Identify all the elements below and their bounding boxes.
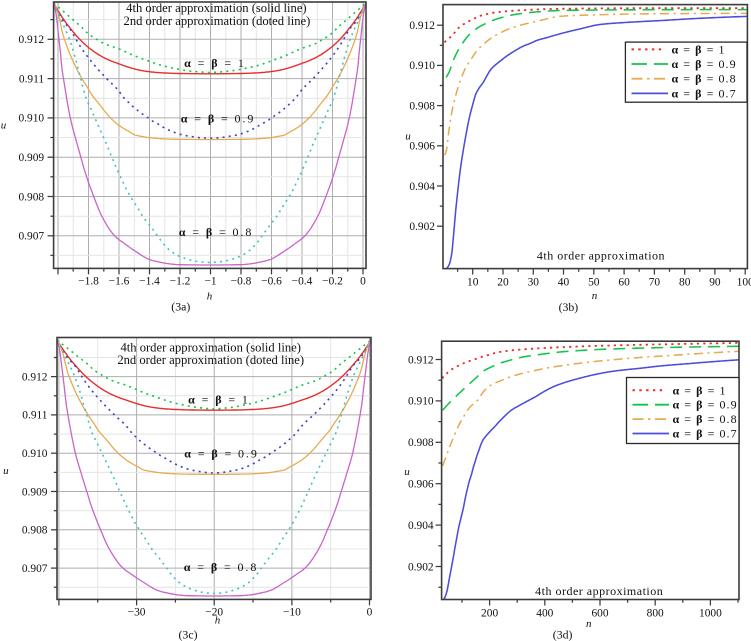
svg-text:u: u — [3, 465, 9, 477]
svg-text:α = β = 1: α = β = 1 — [672, 42, 726, 56]
svg-text:40: 40 — [558, 277, 570, 289]
svg-text:0.912: 0.912 — [22, 371, 48, 383]
svg-text:70: 70 — [649, 277, 661, 289]
svg-text:2nd order approximation (doted: 2nd order approximation (doted line) — [124, 14, 311, 28]
svg-text:0.909: 0.909 — [22, 486, 48, 498]
svg-text:α = β = 1: α = β = 1 — [188, 392, 250, 406]
svg-text:0.911: 0.911 — [19, 73, 45, 85]
svg-text:(3c): (3c) — [179, 627, 198, 641]
svg-text:2nd order approximation (doted: 2nd order approximation (doted line) — [117, 353, 304, 367]
svg-text:(3a): (3a) — [171, 299, 190, 313]
svg-text:0.911: 0.911 — [22, 410, 48, 422]
svg-text:4th order approximation (solid: 4th order approximation (solid line) — [120, 341, 300, 355]
svg-text:4th order approximation: 4th order approximation — [537, 249, 665, 263]
svg-text:−1.6: −1.6 — [109, 276, 130, 288]
svg-text:4th order approximation: 4th order approximation — [535, 584, 663, 598]
svg-text:30: 30 — [528, 277, 540, 289]
svg-text:0: 0 — [360, 276, 366, 288]
svg-text:α = β = 0.8: α = β = 0.8 — [672, 72, 737, 86]
svg-text:−1.2: −1.2 — [170, 276, 191, 288]
svg-text:600: 600 — [591, 608, 608, 620]
svg-text:0.906: 0.906 — [409, 141, 435, 153]
svg-text:h: h — [207, 290, 213, 302]
svg-text:90: 90 — [709, 277, 721, 289]
svg-text:0.908: 0.908 — [22, 525, 48, 537]
svg-text:100: 100 — [737, 277, 751, 289]
svg-text:10: 10 — [467, 277, 479, 289]
svg-text:−0.4: −0.4 — [292, 276, 313, 288]
svg-text:50: 50 — [588, 277, 600, 289]
svg-text:u: u — [404, 466, 410, 478]
svg-text:0.908: 0.908 — [409, 100, 435, 112]
svg-text:−30: −30 — [128, 607, 146, 619]
svg-text:−20: −20 — [205, 607, 223, 619]
svg-text:0.910: 0.910 — [408, 396, 434, 408]
svg-text:0.907: 0.907 — [22, 563, 48, 575]
svg-text:α = β = 1: α = β = 1 — [184, 56, 246, 70]
svg-text:0.908: 0.908 — [18, 191, 44, 203]
svg-text:α = β = 0.8: α = β = 0.8 — [184, 560, 258, 574]
svg-text:0.910: 0.910 — [22, 448, 48, 460]
svg-text:α = β = 0.9: α = β = 0.9 — [184, 446, 258, 460]
svg-text:α = β = 0.9: α = β = 0.9 — [181, 112, 255, 126]
svg-text:0.904: 0.904 — [408, 520, 434, 532]
svg-text:−0.8: −0.8 — [231, 276, 252, 288]
svg-text:−0.6: −0.6 — [261, 276, 282, 288]
svg-text:(3d): (3d) — [553, 627, 573, 641]
svg-text:α = β = 0.7: α = β = 0.7 — [672, 86, 737, 100]
svg-text:0.906: 0.906 — [408, 479, 434, 491]
svg-text:0: 0 — [367, 607, 373, 619]
svg-text:h: h — [215, 615, 221, 627]
svg-text:0.904: 0.904 — [409, 181, 435, 193]
svg-text:0.907: 0.907 — [18, 231, 44, 243]
svg-text:4th order approximation (solid: 4th order approximation (solid line) — [126, 1, 306, 15]
svg-text:60: 60 — [618, 277, 630, 289]
svg-text:u: u — [405, 131, 411, 143]
svg-text:−1: −1 — [204, 276, 216, 288]
svg-text:0.910: 0.910 — [409, 60, 435, 72]
svg-text:80: 80 — [679, 277, 691, 289]
svg-text:α = β = 0.7: α = β = 0.7 — [673, 427, 738, 441]
svg-text:−0.2: −0.2 — [322, 276, 343, 288]
svg-text:0.910: 0.910 — [18, 113, 44, 125]
svg-text:α = β = 0.9: α = β = 0.9 — [673, 398, 738, 412]
svg-text:0.908: 0.908 — [408, 437, 434, 449]
svg-text:n: n — [586, 618, 592, 630]
svg-text:20: 20 — [497, 277, 509, 289]
svg-text:0.912: 0.912 — [408, 354, 434, 366]
svg-text:−10: −10 — [283, 607, 301, 619]
svg-text:0.909: 0.909 — [18, 152, 44, 164]
svg-text:α = β = 0.9: α = β = 0.9 — [672, 57, 737, 71]
svg-text:α = β = 0.8: α = β = 0.8 — [179, 225, 253, 239]
svg-text:0.902: 0.902 — [408, 561, 434, 573]
svg-text:n: n — [592, 290, 598, 302]
svg-text:200: 200 — [481, 608, 498, 620]
svg-text:0.912: 0.912 — [18, 34, 44, 46]
svg-text:α = β = 0.8: α = β = 0.8 — [673, 412, 738, 426]
svg-text:u: u — [1, 119, 7, 131]
svg-text:−1.4: −1.4 — [139, 276, 160, 288]
svg-text:1000: 1000 — [699, 608, 722, 620]
svg-text:0.902: 0.902 — [409, 221, 435, 233]
svg-text:α = β = 1: α = β = 1 — [673, 383, 727, 397]
svg-text:−1.8: −1.8 — [78, 276, 99, 288]
svg-text:400: 400 — [536, 608, 553, 620]
svg-text:(3b): (3b) — [559, 300, 579, 314]
svg-text:800: 800 — [647, 608, 664, 620]
svg-text:0.912: 0.912 — [409, 20, 435, 32]
